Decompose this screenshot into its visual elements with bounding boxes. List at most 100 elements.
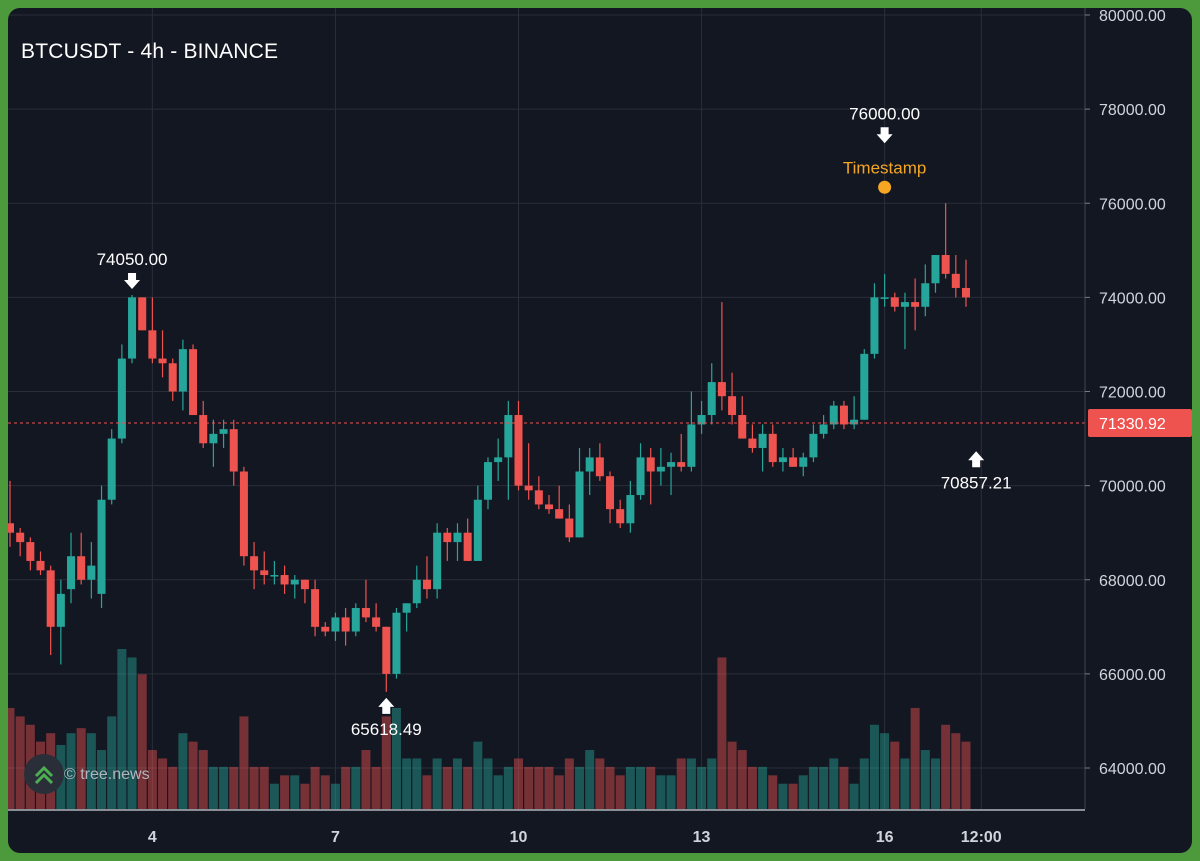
arrow-up-icon (968, 451, 985, 468)
volume-bar (737, 750, 747, 809)
candle-body (758, 433, 767, 448)
volume-bar (656, 775, 666, 809)
price-annotation-label: 65618.49 (351, 720, 422, 739)
candle-body (331, 617, 340, 632)
volume-bar (941, 724, 951, 809)
candle-body (239, 471, 248, 557)
volume-bar (97, 750, 107, 809)
candle-body (961, 287, 970, 298)
volume-bar (310, 766, 320, 809)
candle-body (585, 457, 594, 472)
candle-body (545, 504, 554, 510)
candle-body (87, 565, 96, 580)
volume-bar (168, 766, 178, 809)
volume-bar (554, 775, 564, 809)
time-tick-label: 4 (148, 829, 157, 846)
watermark-text: © tree.news (64, 766, 150, 783)
volume-bar (300, 783, 310, 809)
candle-body (77, 556, 86, 580)
candle-body (402, 603, 411, 613)
candle-body (8, 523, 14, 533)
time-axis[interactable]: 4 7 10 13 16 12:00 (8, 809, 1085, 846)
volume-bar (544, 766, 554, 809)
volume-bar (819, 766, 829, 809)
price-annotation-label: 76000.00 (849, 104, 920, 123)
volume-bar (717, 657, 727, 809)
volume-bar (880, 733, 890, 809)
volume-bar (259, 766, 269, 809)
price-tick-label: 68000.00 (1099, 573, 1166, 590)
arrow-down-icon (124, 273, 141, 290)
annotations: 74050.00 65618.49 76000.00 70857.21 Timestam… (97, 104, 1012, 739)
volume-bar (147, 750, 157, 809)
volume-bar (625, 766, 635, 809)
candles (8, 203, 970, 692)
volume-bar (76, 728, 86, 809)
candle-body (595, 457, 604, 477)
candle-body (494, 457, 503, 463)
volume-bar (280, 775, 290, 809)
volume-bar (798, 775, 808, 809)
volume-bar (8, 707, 15, 809)
candle-body (524, 485, 533, 491)
price-tick-label: 72000.00 (1099, 385, 1166, 402)
candle-body (229, 429, 238, 472)
candle-body (382, 626, 391, 674)
candle-body (850, 419, 859, 425)
volume-bar (890, 741, 900, 809)
volume-bar (391, 707, 401, 809)
volume-bar (768, 775, 778, 809)
volume-bar (137, 674, 147, 809)
candle-body (36, 560, 45, 571)
candle-body (778, 457, 787, 463)
volume-bar (778, 783, 788, 809)
volume-bar (910, 707, 920, 809)
timestamp-marker-label: Timestamp (843, 158, 926, 177)
volume-bar (188, 741, 198, 809)
candle-body (412, 579, 421, 604)
candle-body (636, 457, 645, 496)
candle-body (911, 302, 920, 307)
candle-body (392, 612, 401, 674)
candle-body (941, 255, 950, 274)
volume-bar (66, 733, 76, 809)
candle-body (829, 405, 838, 425)
candlestick-chart[interactable]: 80000.00 78000.00 76000.00 74000.00 72000.00… (8, 8, 1192, 853)
candle-body (16, 532, 25, 543)
volume-bar (341, 766, 351, 809)
volume-bar (473, 741, 483, 809)
candle-body (799, 457, 808, 467)
candle-body (67, 556, 76, 590)
volume-bar (859, 758, 869, 809)
volume-bar (432, 758, 442, 809)
price-axis[interactable]: 80000.00 78000.00 76000.00 74000.00 72000.00… (1084, 8, 1192, 809)
volume-bar (829, 758, 839, 809)
volume-bar (575, 766, 585, 809)
candle-body (768, 433, 777, 463)
volume-bar (198, 750, 208, 809)
volume-bar (758, 766, 768, 809)
candle-body (209, 433, 218, 444)
candle-body (260, 570, 269, 576)
candle-body (748, 438, 757, 448)
price-tick-label: 70000.00 (1099, 479, 1166, 496)
candle-body (504, 415, 513, 458)
candle-body (148, 330, 157, 359)
volume-bar (493, 775, 503, 809)
candle-body (626, 495, 635, 524)
volume-bar (229, 766, 239, 809)
volume-bar (849, 783, 859, 809)
volume-bar (788, 783, 798, 809)
volume-bar (605, 766, 615, 809)
candle-body (443, 532, 452, 543)
candle-body (422, 579, 431, 590)
volume-bar (330, 783, 340, 809)
volume-bar (361, 750, 371, 809)
candle-body (168, 363, 177, 392)
last-price-badge (1088, 408, 1192, 437)
candle-body (117, 358, 126, 439)
volume-bar (463, 766, 473, 809)
volume-bar (107, 716, 117, 809)
volume-bar (117, 649, 127, 809)
candle-body (321, 626, 330, 632)
